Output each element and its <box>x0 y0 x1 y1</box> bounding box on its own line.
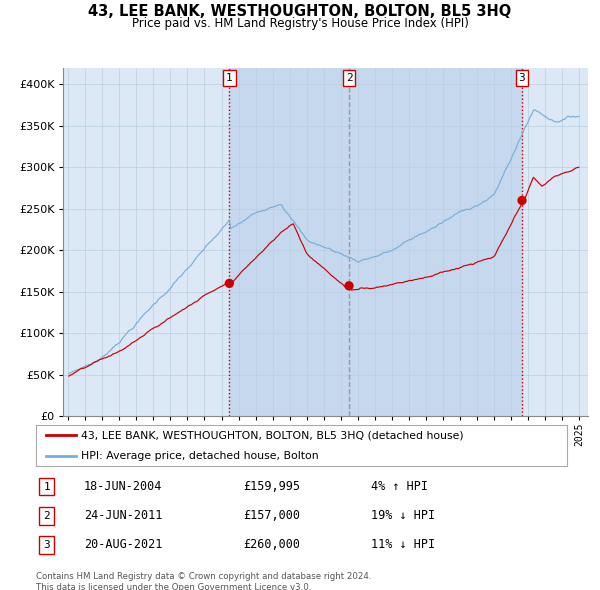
Text: £260,000: £260,000 <box>243 539 300 552</box>
Text: 2: 2 <box>43 511 50 521</box>
Text: 24-JUN-2011: 24-JUN-2011 <box>84 509 162 522</box>
Text: 1: 1 <box>226 73 233 83</box>
Text: 3: 3 <box>43 540 50 550</box>
Text: 2: 2 <box>346 73 352 83</box>
Text: Price paid vs. HM Land Registry's House Price Index (HPI): Price paid vs. HM Land Registry's House … <box>131 17 469 30</box>
Point <box>344 281 354 290</box>
Point <box>517 196 527 205</box>
Text: 20-AUG-2021: 20-AUG-2021 <box>84 539 162 552</box>
Text: 1: 1 <box>43 481 50 491</box>
Bar <box>349 68 522 416</box>
Text: £157,000: £157,000 <box>243 509 300 522</box>
Text: £159,995: £159,995 <box>243 480 300 493</box>
Point <box>224 278 234 288</box>
Text: 19% ↓ HPI: 19% ↓ HPI <box>371 509 434 522</box>
Text: 43, LEE BANK, WESTHOUGHTON, BOLTON, BL5 3HQ (detached house): 43, LEE BANK, WESTHOUGHTON, BOLTON, BL5 … <box>81 430 464 440</box>
Text: HPI: Average price, detached house, Bolton: HPI: Average price, detached house, Bolt… <box>81 451 319 461</box>
Text: 4% ↑ HPI: 4% ↑ HPI <box>371 480 428 493</box>
Text: 3: 3 <box>518 73 526 83</box>
Text: 11% ↓ HPI: 11% ↓ HPI <box>371 539 434 552</box>
Text: 18-JUN-2004: 18-JUN-2004 <box>84 480 162 493</box>
Bar <box>229 68 349 416</box>
Text: 43, LEE BANK, WESTHOUGHTON, BOLTON, BL5 3HQ: 43, LEE BANK, WESTHOUGHTON, BOLTON, BL5 … <box>88 4 512 18</box>
Text: Contains HM Land Registry data © Crown copyright and database right 2024.
This d: Contains HM Land Registry data © Crown c… <box>36 572 371 590</box>
